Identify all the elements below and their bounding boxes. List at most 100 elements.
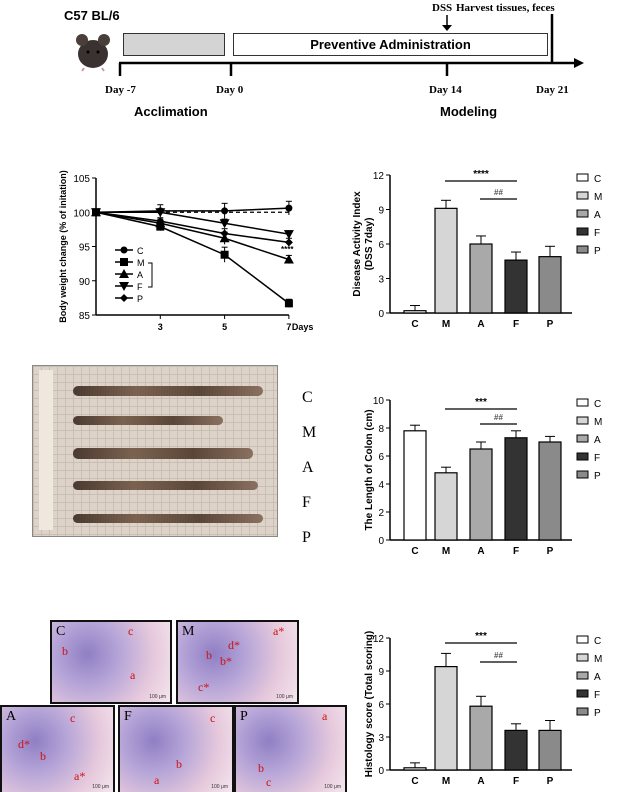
x-tick-label: 7 <box>286 322 291 332</box>
annotation-mark: d* <box>18 737 30 751</box>
legend-label: M <box>137 258 145 268</box>
y-axis-label: Body weight change (% of initation) <box>58 170 68 323</box>
colon-group-labels: C M A F P <box>302 380 316 555</box>
annotation-mark: b* <box>220 654 232 668</box>
ruler <box>39 370 53 530</box>
y-tick-label: 85 <box>79 311 91 322</box>
significance-label: ## <box>494 188 503 197</box>
annotation-mark: a <box>154 773 160 787</box>
colon-label: F <box>302 494 311 511</box>
panel-label: M <box>182 624 195 639</box>
y-tick-label: 90 <box>79 277 91 288</box>
preventive-administration-box: Preventive Administration <box>233 33 548 56</box>
x-tick-label: F <box>513 319 519 330</box>
legend-swatch <box>576 707 589 716</box>
modeling-label: Modeling <box>440 104 498 119</box>
colon-label: P <box>302 529 311 546</box>
scale-bar: 100 μm <box>276 694 293 700</box>
marker-diamond <box>92 208 100 217</box>
day-label: Day 0 <box>216 84 244 96</box>
annotation-mark: c <box>128 624 134 638</box>
marker-triangle-down <box>283 230 294 240</box>
legend-label: M <box>594 654 602 665</box>
bar-C <box>403 430 427 541</box>
histology-panel-a: A c d* b a* 100 μm <box>0 705 115 792</box>
x-tick-label: C <box>411 546 418 557</box>
legend-label: C <box>594 399 601 410</box>
scale-bar: 100 μm <box>149 694 166 700</box>
bar-A <box>469 705 493 771</box>
annotation-mark: a* <box>74 769 86 783</box>
x-tick-label: F <box>513 776 519 787</box>
legend-label: M <box>594 417 602 428</box>
colon-label: C <box>302 389 313 406</box>
marker-circle <box>120 246 128 254</box>
x-tick-label: A <box>477 319 484 330</box>
annotation-mark: b <box>176 757 182 771</box>
acclimation-label: Acclimation <box>134 104 208 119</box>
marker-square <box>284 299 293 308</box>
legend-label: P <box>594 708 601 719</box>
x-tick-label: F <box>513 546 519 557</box>
y-tick-label: 8 <box>378 424 384 435</box>
y-axis-label-2: (DSS 7day) <box>364 218 375 271</box>
marker-diamond <box>284 238 293 247</box>
y-axis-label: Histology score (Total scoring) <box>364 631 375 778</box>
x-tick-label: 3 <box>158 322 163 332</box>
marker-diamond <box>156 217 165 226</box>
annotation-mark: c <box>70 711 76 725</box>
y-tick-label: 12 <box>373 171 385 182</box>
series-line-F <box>96 211 290 235</box>
marker-triangle-down <box>155 208 166 218</box>
legend-swatch <box>576 245 589 254</box>
y-tick-label: 3 <box>378 733 384 744</box>
x-tick-label: M <box>442 546 450 557</box>
legend-label: P <box>594 471 601 482</box>
annotation-mark: a* <box>273 624 285 638</box>
bar-F <box>504 729 528 771</box>
legend-swatch <box>576 470 589 479</box>
legend-swatch <box>576 671 589 680</box>
legend-swatch <box>576 635 589 644</box>
histology-panel-p: P a b c 100 μm <box>234 705 347 792</box>
y-tick-label: 6 <box>378 700 384 711</box>
histology-panel-f: F c b a 100 μm <box>118 705 234 792</box>
annotation-mark: b <box>206 648 212 662</box>
significance-label: *** <box>475 397 487 408</box>
significance-label: ## <box>494 413 503 422</box>
legend-swatch <box>576 398 589 407</box>
legend-swatch <box>576 452 589 461</box>
dss-label: DSS <box>432 2 453 14</box>
legend-label: A <box>137 270 143 280</box>
legend-swatch <box>576 689 589 698</box>
bar-P <box>538 729 562 771</box>
x-tick-label: P <box>547 319 554 330</box>
significance-label: **** <box>281 245 294 254</box>
x-tick-label: C <box>411 776 418 787</box>
x-axis-label: Days <box>292 322 314 332</box>
panel-label: A <box>6 709 17 724</box>
bar-A <box>469 448 493 541</box>
day-label: Day 14 <box>429 84 462 96</box>
legend-swatch <box>576 209 589 218</box>
x-tick-label: M <box>442 776 450 787</box>
bar-F <box>504 259 528 314</box>
annotation-mark: b <box>40 749 46 763</box>
y-tick-label: 0 <box>378 309 384 320</box>
marker-circle <box>285 204 293 212</box>
y-tick-label: 0 <box>378 766 384 777</box>
y-tick-label: 10 <box>373 396 385 407</box>
y-tick-label: 100 <box>73 208 90 219</box>
legend-swatch <box>576 227 589 236</box>
harvest-label: Harvest tissues, feces <box>456 2 555 14</box>
scale-bar: 100 μm <box>211 784 228 790</box>
marker-diamond <box>220 229 229 238</box>
bar-P <box>538 256 562 314</box>
bar-C <box>403 767 427 771</box>
y-axis-label: The Length of Colon (cm) <box>364 409 375 530</box>
x-tick-label: C <box>411 319 418 330</box>
y-tick-label: 6 <box>378 452 384 463</box>
y-tick-label: 9 <box>378 667 384 678</box>
y-tick-label: 6 <box>378 240 384 251</box>
